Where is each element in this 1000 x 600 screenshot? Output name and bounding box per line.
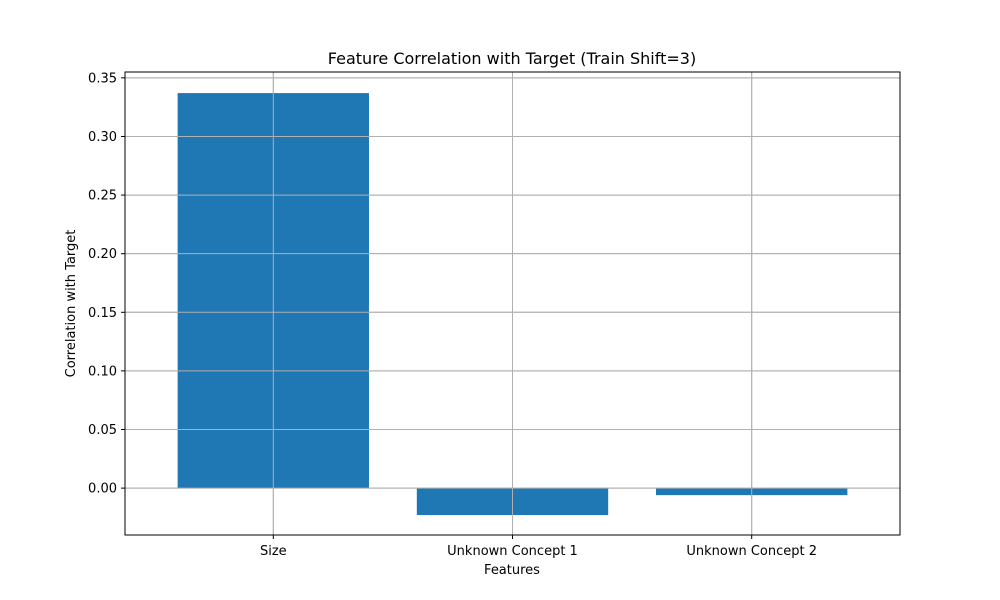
y-tick-label: 0.20 <box>88 247 117 262</box>
y-tick-label: 0.10 <box>88 364 117 379</box>
y-tick-label: 0.35 <box>88 71 117 86</box>
x-tick-label: Unknown Concept 1 <box>447 544 578 559</box>
y-axis-label: Correlation with Target <box>64 230 79 378</box>
chart-title: Feature Correlation with Target (Train S… <box>328 49 696 68</box>
x-axis-label: Features <box>484 563 540 578</box>
axis-ticks: 0.00 0.05 0.10 0.15 0.20 0.25 0.30 0.35 Size Unkn… <box>88 71 817 559</box>
y-tick-label: 0.00 <box>88 482 117 497</box>
bars <box>125 72 900 535</box>
y-tick-label: 0.15 <box>88 306 117 321</box>
y-tick-label: 0.30 <box>88 130 117 145</box>
x-tick-label: Unknown Concept 2 <box>686 544 817 559</box>
y-tick-label: 0.05 <box>88 423 117 438</box>
x-tick-label: Size <box>260 544 287 559</box>
y-tick-label: 0.25 <box>88 189 117 204</box>
